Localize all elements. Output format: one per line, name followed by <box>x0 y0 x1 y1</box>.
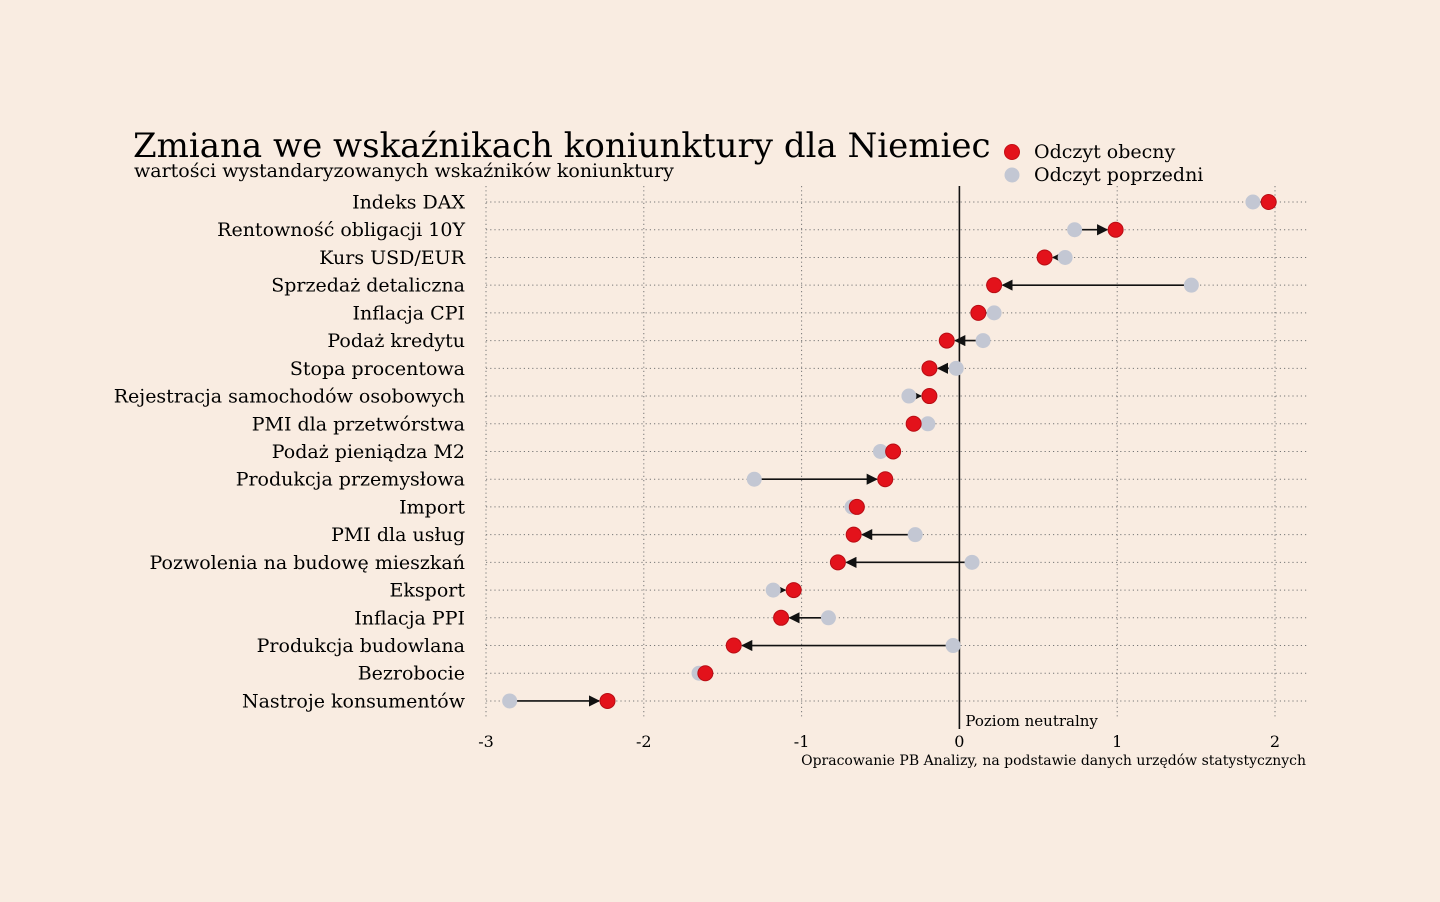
category-label: Bezrobocie <box>358 663 465 685</box>
category-label: Pozwolenia na budowę mieszkań <box>150 552 466 574</box>
x-tick-label: 1 <box>1112 732 1122 751</box>
current-point <box>1107 221 1124 238</box>
category-label: Eksport <box>390 580 466 602</box>
category-label: Indeks DAX <box>352 192 465 214</box>
previous-point <box>975 333 991 349</box>
current-point <box>848 498 865 515</box>
category-label: Inflacja CPI <box>353 302 465 324</box>
x-tick-label: 0 <box>954 732 964 751</box>
chart-subtitle: wartości wystandaryzowanych wskaźników k… <box>134 160 674 182</box>
category-label: PMI dla usług <box>331 524 465 546</box>
current-point <box>599 692 616 709</box>
current-point <box>921 388 938 405</box>
legend-current-label: Odczyt obecny <box>1034 141 1176 163</box>
category-label: Sprzedaż detaliczna <box>271 275 465 297</box>
legend-previous-label: Odczyt poprzedni <box>1034 164 1203 186</box>
current-point <box>970 304 987 321</box>
category-label: Rejestracja samochodów osobowych <box>114 386 465 408</box>
x-axis-ticks: -3 -2 -1 0 1 2 <box>478 732 1280 751</box>
current-point <box>1260 194 1277 210</box>
current-point <box>986 277 1003 294</box>
current-point <box>697 665 714 682</box>
previous-point <box>1183 277 1199 293</box>
legend-current-swatch <box>1004 144 1020 160</box>
chart-title: Zmiana we wskaźnikach koniunktury dla Ni… <box>133 126 991 166</box>
current-point <box>773 609 790 626</box>
previous-point <box>986 305 1002 321</box>
previous-point <box>1057 249 1073 265</box>
previous-point <box>746 471 762 487</box>
category-label: Podaż kredytu <box>327 330 465 352</box>
legend-previous-swatch <box>1004 167 1020 183</box>
previous-point <box>1067 222 1083 238</box>
current-point <box>921 360 938 377</box>
x-tick-label: -2 <box>636 732 652 751</box>
current-point <box>785 582 802 599</box>
previous-point <box>901 388 917 404</box>
current-point <box>877 471 894 488</box>
current-points <box>599 194 1277 709</box>
current-point <box>725 637 742 654</box>
previous-point <box>820 610 836 626</box>
current-point <box>1036 249 1053 266</box>
category-label: Import <box>399 496 465 518</box>
previous-point <box>873 443 888 459</box>
current-point <box>938 332 955 349</box>
category-label: Rentowność obligacji 10Y <box>217 219 465 241</box>
current-point <box>829 554 846 571</box>
previous-point <box>948 360 964 376</box>
source-note: Opracowanie PB Analizy, na podstawie dan… <box>801 753 1306 769</box>
legend: Odczyt obecny Odczyt poprzedni <box>1004 141 1203 186</box>
previous-point <box>907 527 923 543</box>
current-point <box>845 526 862 543</box>
category-label: Produkcja przemysłowa <box>236 469 465 491</box>
x-tick-label: 2 <box>1270 732 1280 751</box>
category-label: Inflacja PPI <box>354 607 465 629</box>
neutral-label: Poziom neutralny <box>965 712 1098 730</box>
previous-point <box>1245 194 1261 210</box>
x-tick-label: -1 <box>794 732 810 751</box>
previous-point <box>945 638 961 654</box>
previous-point <box>765 582 781 598</box>
x-tick-label: -3 <box>478 732 494 751</box>
category-labels: Indeks DAX Rentowność obligacji 10Y Kurs U… <box>114 192 466 713</box>
category-label: Stopa procentowa <box>290 358 465 380</box>
previous-points <box>502 194 1261 709</box>
current-point <box>905 415 922 432</box>
category-label: Podaż pieniądza M2 <box>272 441 465 463</box>
category-label: Produkcja budowlana <box>257 635 465 657</box>
previous-point <box>964 554 980 570</box>
category-label: Kurs USD/EUR <box>319 247 465 269</box>
grid <box>485 186 1309 717</box>
current-point <box>885 443 902 460</box>
category-label: Nastroje konsumentów <box>242 690 466 712</box>
previous-point <box>502 693 518 709</box>
previous-point <box>920 416 936 432</box>
category-label: PMI dla przetwórstwa <box>252 413 465 435</box>
